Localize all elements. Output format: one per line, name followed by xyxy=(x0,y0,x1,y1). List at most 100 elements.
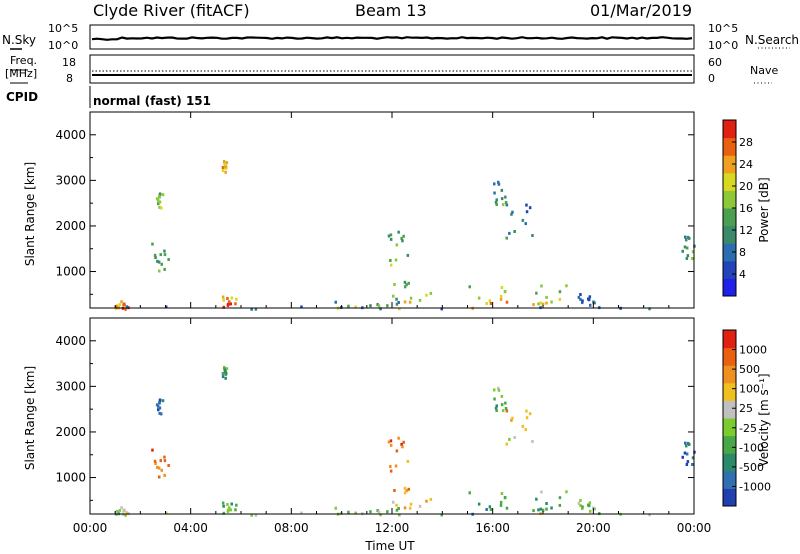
power-cell xyxy=(499,294,503,298)
velocity-cell xyxy=(223,368,227,372)
power-cell xyxy=(681,249,684,253)
velocity-cell xyxy=(525,416,529,420)
velocity-cell xyxy=(684,441,687,445)
velocity-cell xyxy=(160,412,163,416)
velocity-colorbar-tick-label: 1000 xyxy=(739,344,767,357)
freq-label-bottom: [MHz] xyxy=(5,67,37,80)
velocity-cell xyxy=(157,408,160,412)
power-cell xyxy=(485,302,488,305)
velocity-cell xyxy=(403,491,407,495)
power-cell xyxy=(389,263,393,267)
velocity-cell xyxy=(394,464,398,468)
power-colorbar-swatch xyxy=(723,278,736,297)
velocity-cell xyxy=(532,509,535,513)
power-colorbar-tick-label: 24 xyxy=(739,158,753,171)
velocity-cell xyxy=(685,444,688,448)
power-cell xyxy=(397,301,400,304)
power-cell xyxy=(224,164,227,168)
power-cell xyxy=(494,200,498,204)
power-cell xyxy=(228,300,231,304)
velocity-cell xyxy=(225,367,229,371)
velocity-cell xyxy=(587,503,590,507)
velocity-cell xyxy=(648,513,651,517)
velocity-cell xyxy=(495,409,498,412)
velocity-cell xyxy=(685,452,689,456)
velocity-cell xyxy=(579,499,582,502)
power-cell xyxy=(392,294,395,298)
power-cell xyxy=(686,254,690,258)
velocity-cell xyxy=(156,465,159,469)
velocity-cell xyxy=(158,399,162,403)
velocity-cell xyxy=(393,489,396,492)
velocity-cell xyxy=(235,503,238,507)
power-cell xyxy=(406,253,410,257)
power-cell xyxy=(407,281,410,285)
power-cell xyxy=(160,206,163,210)
power-cell xyxy=(683,245,687,249)
nsky-left-tick-bottom: 10^0 xyxy=(48,39,78,52)
power-cell xyxy=(539,301,543,305)
velocity-cell xyxy=(535,497,538,501)
power-colorbar-swatch xyxy=(723,208,736,227)
velocity-cell xyxy=(501,409,505,413)
power-cell xyxy=(684,235,687,239)
power-cell xyxy=(508,231,511,235)
power-cell xyxy=(500,197,504,201)
freq-panel: Freq. [MHz] 18 8 60 0 Nave xyxy=(5,54,778,85)
power-cell xyxy=(493,182,496,186)
power-cell xyxy=(158,205,161,209)
velocity-colorbar-swatch xyxy=(723,488,736,507)
power-cell xyxy=(550,300,553,304)
velocity-cell xyxy=(545,507,548,511)
cpid-text: normal (fast) 151 xyxy=(93,94,211,108)
power-cell xyxy=(648,307,651,311)
velocity-cell xyxy=(389,443,393,447)
velocity-cell xyxy=(401,445,404,449)
velocity-cell xyxy=(493,397,496,401)
x-tick-label: 00:00 xyxy=(677,521,712,535)
power-cell xyxy=(579,293,582,296)
velocity-cell xyxy=(686,460,690,464)
power-ytick-label: 4000 xyxy=(55,128,86,142)
velocity-ytick-label: 2000 xyxy=(55,425,86,439)
power-cell xyxy=(500,188,504,192)
velocity-cell xyxy=(683,451,687,455)
velocity-colorbar-swatch xyxy=(723,347,736,366)
velocity-cell xyxy=(389,465,392,468)
power-colorbar-tick-label: 16 xyxy=(739,202,753,215)
velocity-cell xyxy=(159,459,162,463)
velocity-cell xyxy=(581,505,584,509)
velocity-cell xyxy=(691,463,694,466)
power-cell xyxy=(588,295,592,299)
power-ytick-label: 2000 xyxy=(55,219,86,233)
power-cell xyxy=(504,195,507,199)
velocity-cell xyxy=(160,468,163,472)
power-cell xyxy=(379,307,382,311)
velocity-cell xyxy=(395,449,399,453)
velocity-cell xyxy=(229,508,232,512)
velocity-cell xyxy=(558,496,562,500)
velocity-ytick-label: 4000 xyxy=(55,334,86,348)
velocity-cell xyxy=(592,506,595,510)
velocity-cell xyxy=(397,507,400,510)
power-cell xyxy=(300,305,303,309)
power-cell xyxy=(504,201,508,204)
power-cell xyxy=(386,304,389,308)
power-cell xyxy=(221,295,225,299)
velocity-cell xyxy=(405,489,408,493)
power-cell xyxy=(500,286,504,289)
power-heatmap xyxy=(114,159,696,311)
velocity-cell xyxy=(539,507,543,511)
power-cell xyxy=(525,203,528,207)
power-cell xyxy=(165,305,168,309)
velocity-cell xyxy=(228,506,231,510)
velocity-cell xyxy=(158,411,161,415)
velocity-cell xyxy=(508,437,511,441)
power-cell xyxy=(528,206,532,210)
power-cell xyxy=(395,243,399,247)
power-ylabel: Slant Range [km] xyxy=(23,162,37,266)
velocity-cell xyxy=(222,504,225,508)
velocity-cell xyxy=(505,442,508,446)
velocity-colorbar-tick-label: -25 xyxy=(739,422,757,435)
velocity-ytick-label: 3000 xyxy=(55,379,86,393)
